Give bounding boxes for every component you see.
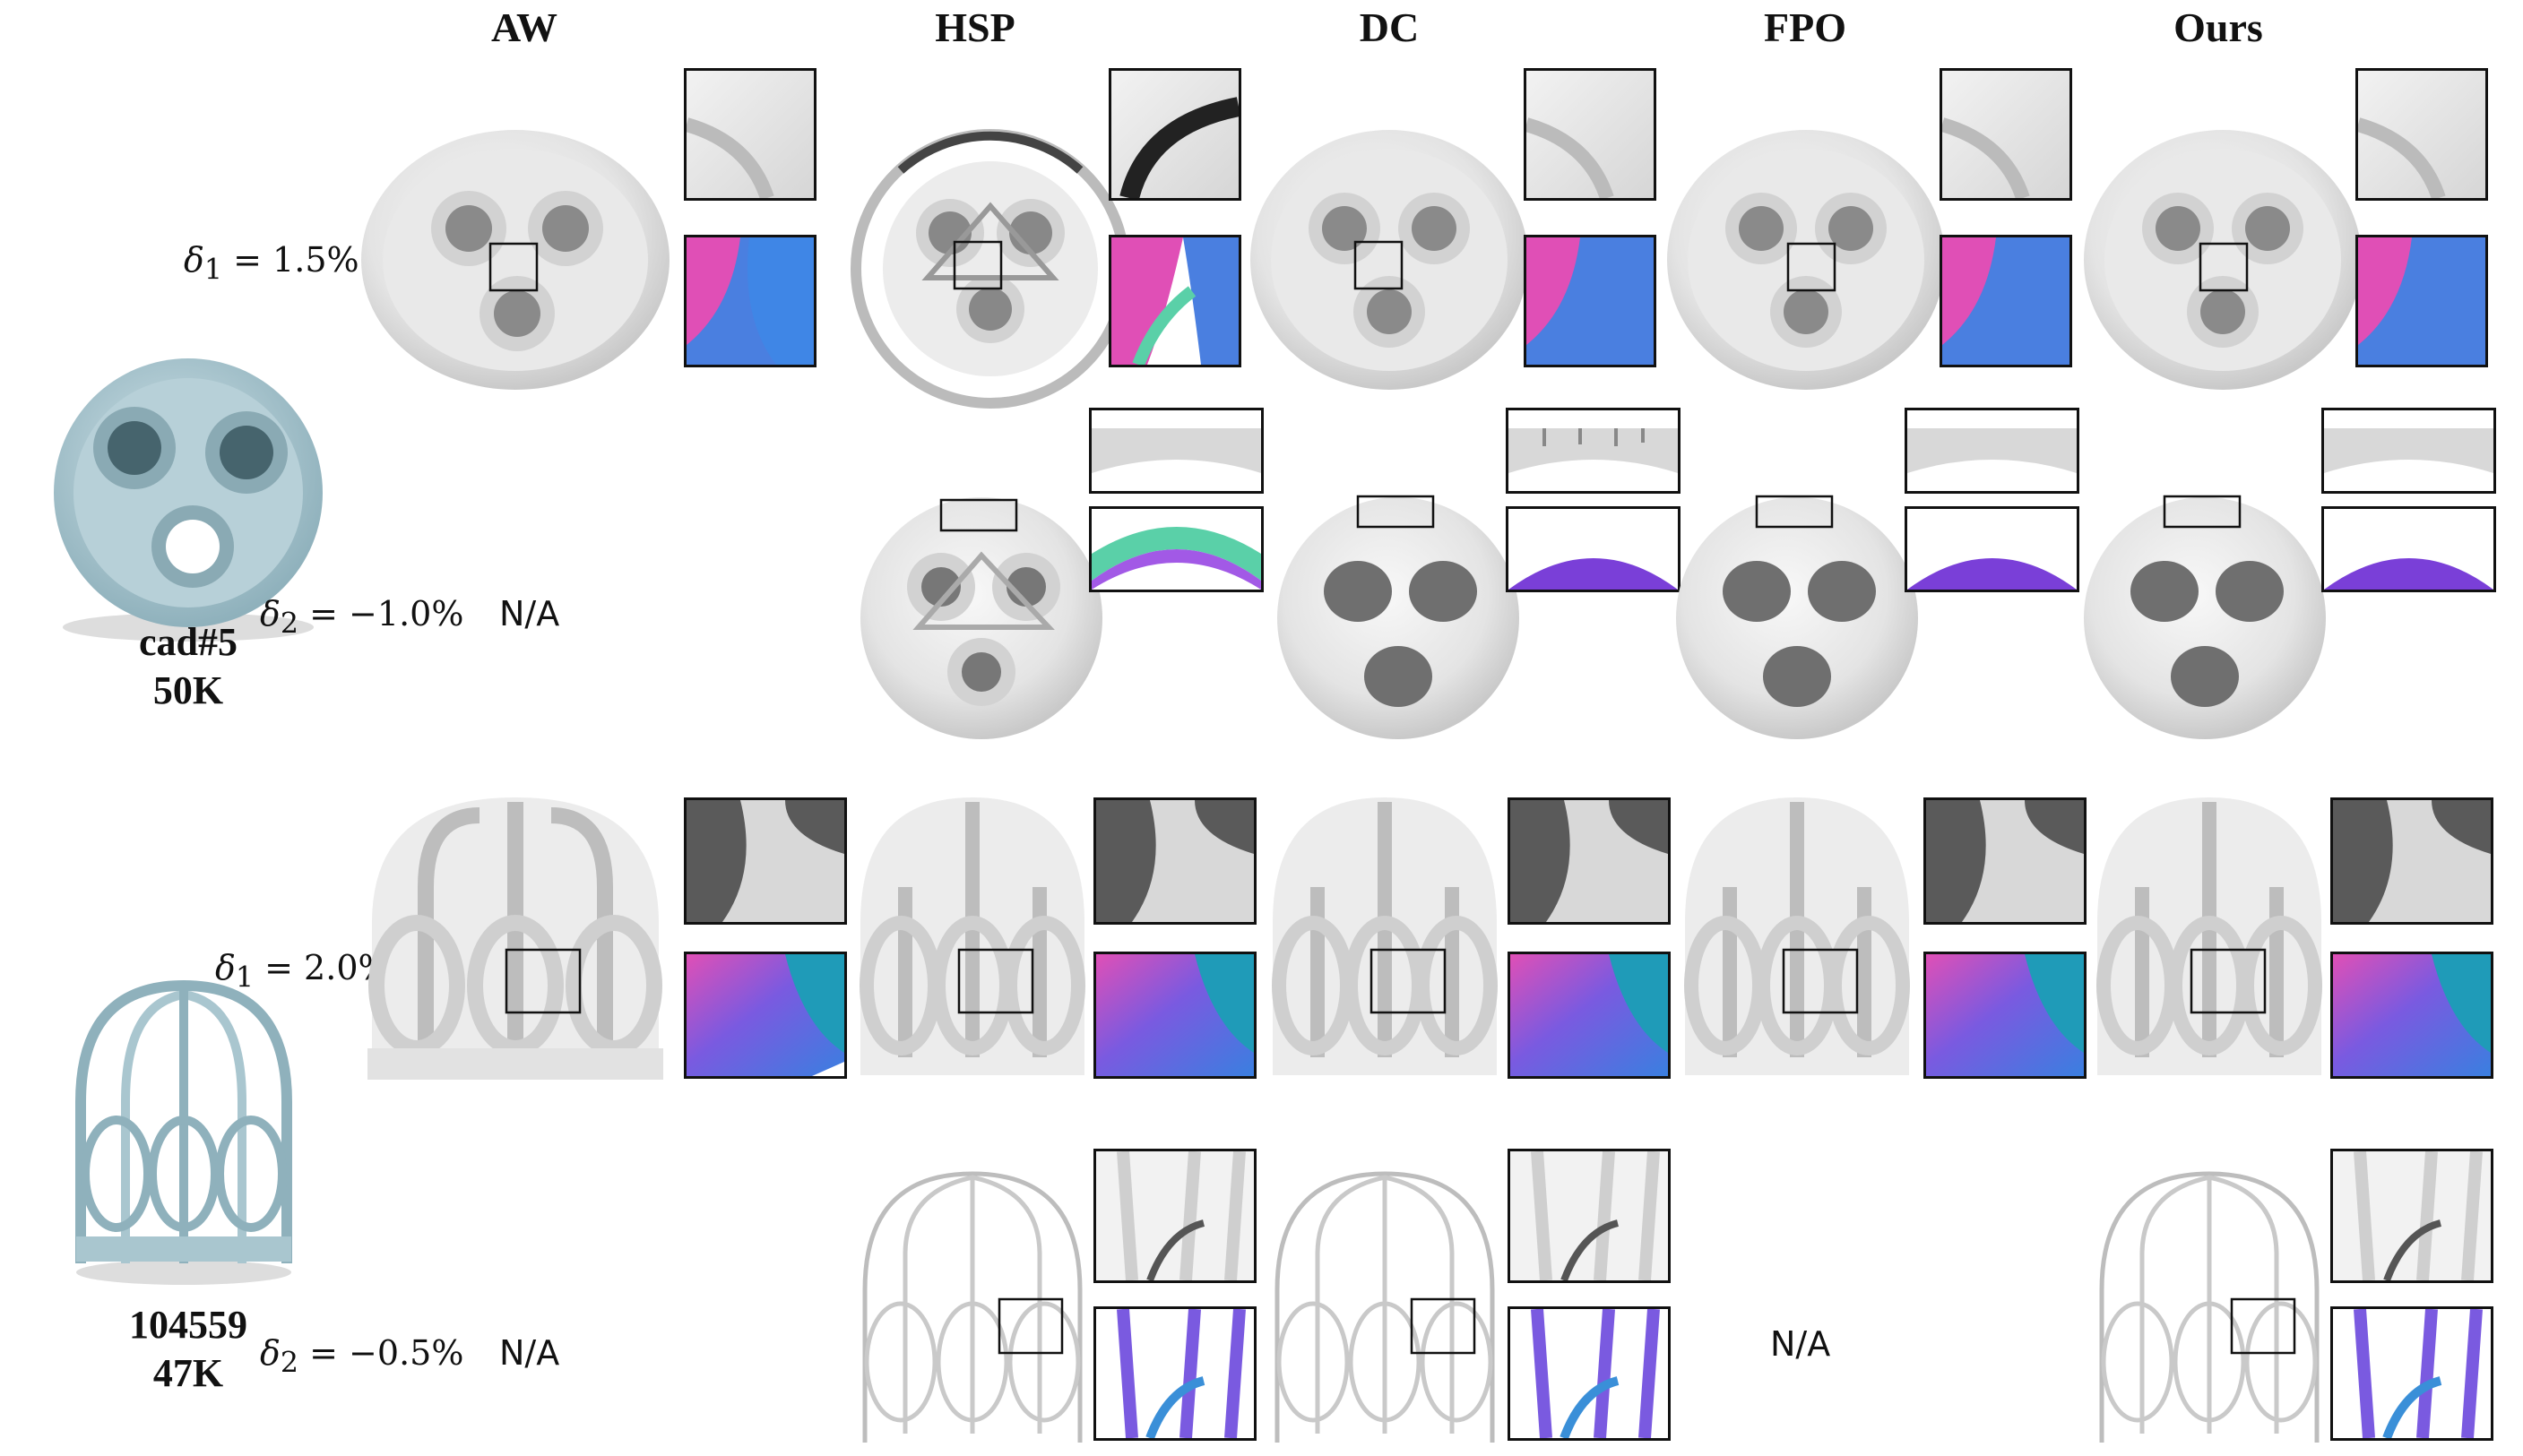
render-cage-aw (354, 788, 677, 1084)
zoom-normals (1508, 1306, 1671, 1441)
reference-mesh-104559 (63, 968, 305, 1290)
zoom-normals (684, 235, 817, 367)
zoom-normals (2330, 1306, 2493, 1441)
zoom-normals (1923, 952, 2087, 1079)
zoom-normals (1508, 952, 1671, 1079)
zoom-normals (1093, 1306, 1257, 1441)
render-disk-dc (1273, 484, 1524, 753)
render-disk-hsp (856, 484, 1107, 753)
delta-label: δ1 = 2.0% (215, 948, 391, 995)
render-cage-fpo (1676, 788, 1918, 1084)
zoom-normals (2330, 952, 2493, 1079)
zoom-geometry (2355, 68, 2488, 201)
zoom-geometry (1940, 68, 2072, 201)
zoom-geometry (2330, 1149, 2493, 1283)
na-label: N/A (1770, 1324, 1831, 1364)
column-header-fpo: FPO (1764, 4, 1846, 50)
render-cage-hsp (851, 788, 1093, 1084)
render-disk-ours (2079, 125, 2366, 394)
delta-label: δ2 = −0.5% (260, 1333, 464, 1380)
render-cage-ours (2088, 1165, 2330, 1452)
zoom-geometry (684, 797, 847, 925)
model-faces-104559: 47K (152, 1351, 224, 1395)
zoom-geometry (1923, 797, 2087, 925)
na-label: N/A (499, 1333, 560, 1373)
render-cage-dc (1264, 788, 1506, 1084)
reference-mesh-cad5 (45, 358, 332, 645)
render-cage-hsp (851, 1165, 1093, 1452)
model-name-104559: 104559 (129, 1303, 247, 1347)
zoom-geometry (1089, 408, 1264, 494)
render-cage-dc (1264, 1165, 1506, 1452)
zoom-geometry (1524, 68, 1656, 201)
column-header-aw: AW (490, 4, 558, 50)
zoom-geometry (1905, 408, 2079, 494)
zoom-geometry (1508, 797, 1671, 925)
delta-label: δ1 = 1.5% (184, 240, 359, 287)
zoom-geometry (684, 68, 817, 201)
zoom-normals (1109, 235, 1241, 367)
zoom-normals (1524, 235, 1656, 367)
zoom-geometry (2321, 408, 2496, 494)
column-header-hsp: HSP (935, 4, 1015, 50)
column-header-dc: DC (1359, 4, 1420, 50)
zoom-geometry (1109, 68, 1241, 201)
render-disk-dc (1246, 125, 1533, 394)
column-header-ours: Ours (2173, 4, 2263, 50)
model-faces-cad5: 50K (152, 668, 224, 712)
na-label: N/A (499, 594, 560, 633)
zoom-geometry (1093, 1149, 1257, 1283)
zoom-normals (1089, 506, 1264, 592)
zoom-normals (1506, 506, 1681, 592)
render-disk-fpo (1672, 484, 1922, 753)
render-disk-ours (2079, 484, 2330, 753)
render-disk-fpo (1663, 125, 1949, 394)
render-disk-hsp (847, 125, 1134, 412)
zoom-normals (2321, 506, 2496, 592)
zoom-geometry (1508, 1149, 1671, 1283)
model-name-cad5: cad#5 (139, 620, 238, 664)
zoom-normals (2355, 235, 2488, 367)
zoom-normals (1905, 506, 2079, 592)
render-cage-ours (2088, 788, 2330, 1084)
render-disk-aw (354, 125, 677, 394)
zoom-normals (1940, 235, 2072, 367)
zoom-geometry (1093, 797, 1257, 925)
zoom-geometry (2330, 797, 2493, 925)
delta-label: δ2 = −1.0% (260, 594, 464, 641)
zoom-normals (684, 952, 847, 1079)
zoom-geometry (1506, 408, 1681, 494)
zoom-normals (1093, 952, 1257, 1079)
